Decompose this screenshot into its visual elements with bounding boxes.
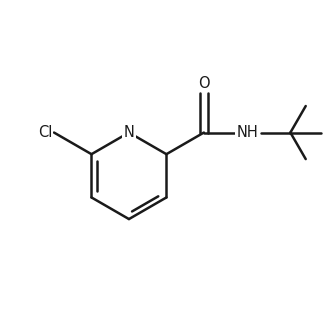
Text: O: O <box>198 76 210 91</box>
Text: N: N <box>123 125 134 140</box>
Text: NH: NH <box>236 125 258 140</box>
Text: Cl: Cl <box>38 125 52 140</box>
